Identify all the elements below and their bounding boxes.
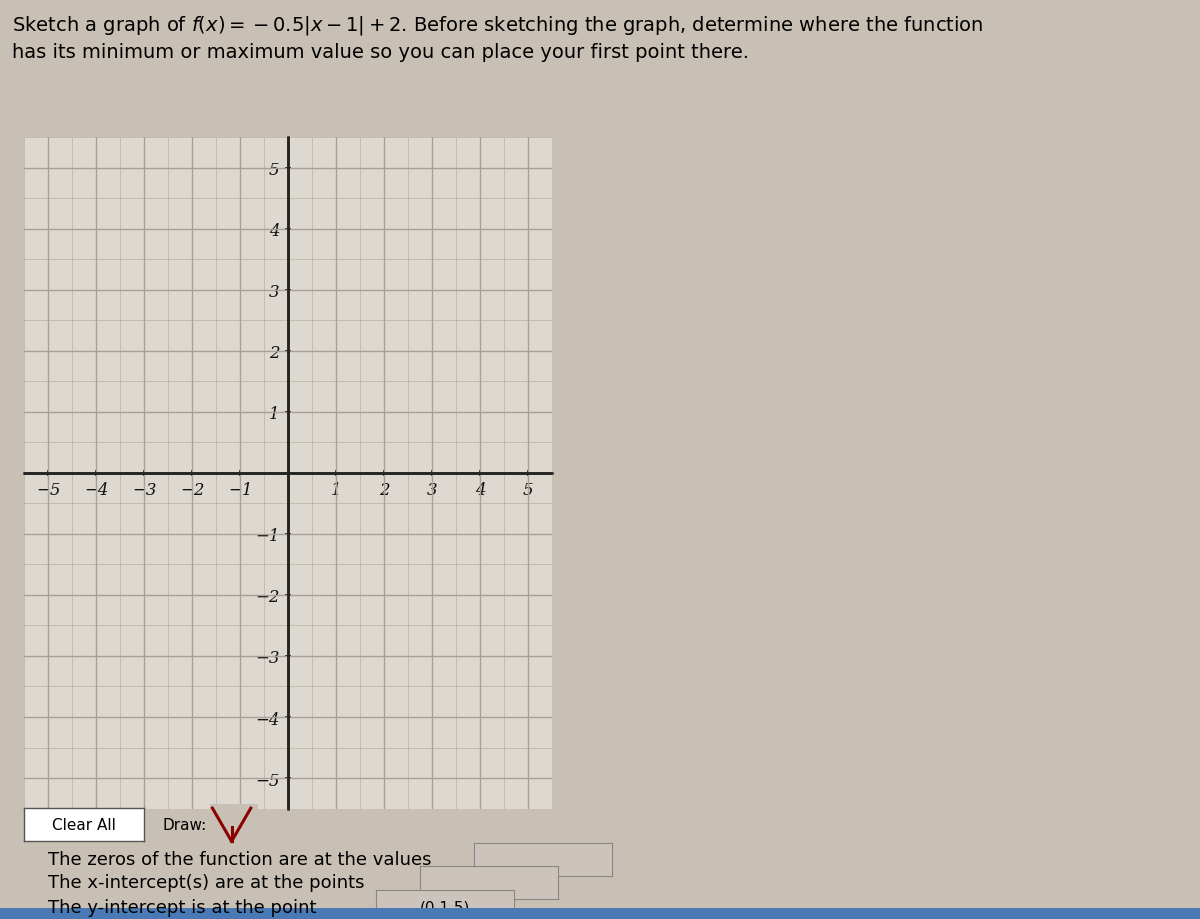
Text: Clear All: Clear All xyxy=(52,817,116,832)
Text: (0,1.5): (0,1.5) xyxy=(420,900,469,914)
Text: The x-intercept(s) are at the points: The x-intercept(s) are at the points xyxy=(48,873,365,891)
Text: The zeros of the function are at the values: The zeros of the function are at the val… xyxy=(48,850,432,868)
Text: The y-intercept is at the point: The y-intercept is at the point xyxy=(48,898,317,916)
Text: Draw:: Draw: xyxy=(162,817,206,832)
Text: Sketch a graph of $f(x) = -0.5|x - 1| + 2$. Before sketching the graph, determin: Sketch a graph of $f(x) = -0.5|x - 1| + … xyxy=(12,14,984,62)
